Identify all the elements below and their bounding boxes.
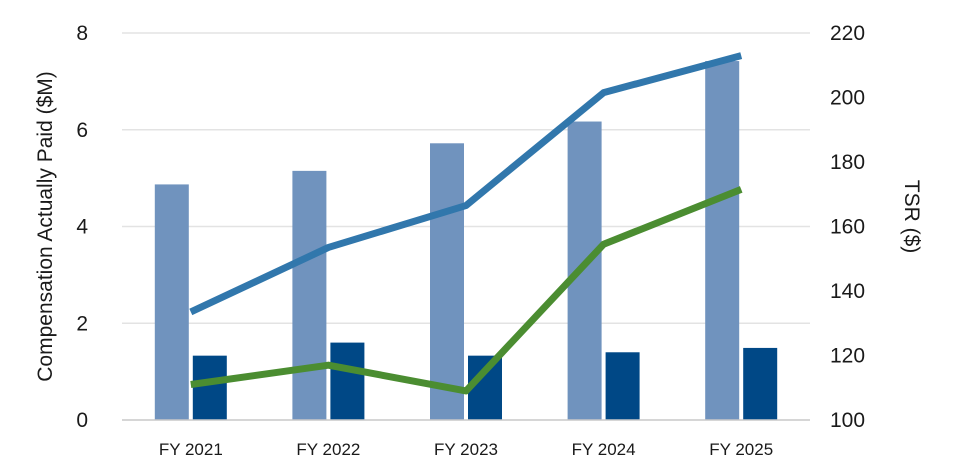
x-tick-label: FY 2025 [709,440,773,459]
bar-2 [743,347,778,420]
y-tick-label: 6 [76,119,88,142]
y-tick-label: 0 [76,409,88,432]
bar-1 [154,184,189,420]
y-tick-label: 8 [76,22,88,45]
bar-1 [705,61,740,421]
line-series-2 [190,186,743,395]
y2-tick-label: 100 [830,409,865,432]
y2-tick-label: 180 [830,151,865,174]
y2-tick-label: 120 [830,345,865,368]
gridlines [122,32,810,324]
bar-2 [605,352,640,420]
y2-tick-label: 220 [830,22,865,45]
bar-2 [192,355,227,420]
y2-axis-title: TSR ($) [900,180,923,254]
x-tick-label: FY 2023 [434,440,498,459]
bar-1 [567,121,602,421]
y-tick-label: 2 [76,312,88,335]
y2-tick-label: 140 [830,280,865,303]
x-axis-ticks: FY 2021 FY 2022 FY 2023 FY 2024 FY 2025 [159,440,773,459]
bar-1 [292,170,327,420]
y2-tick-label: 160 [830,216,865,239]
line-series-1 [189,52,743,316]
x-tick-label: FY 2021 [159,440,223,459]
x-tick-label: FY 2024 [572,440,636,459]
lines [189,52,743,395]
y-axis-ticks: 0 2 4 6 8 [76,22,88,432]
y-tick-label: 4 [76,216,88,239]
y2-tick-label: 200 [830,87,865,110]
x-tick-label: FY 2022 [296,440,360,459]
bar-1 [430,143,464,421]
y-axis-title: Compensation Actually Paid ($M) [34,71,57,381]
bar-2 [330,342,365,420]
y2-axis-ticks: 100 120 140 160 180 200 220 [830,22,865,432]
bars [154,61,778,421]
